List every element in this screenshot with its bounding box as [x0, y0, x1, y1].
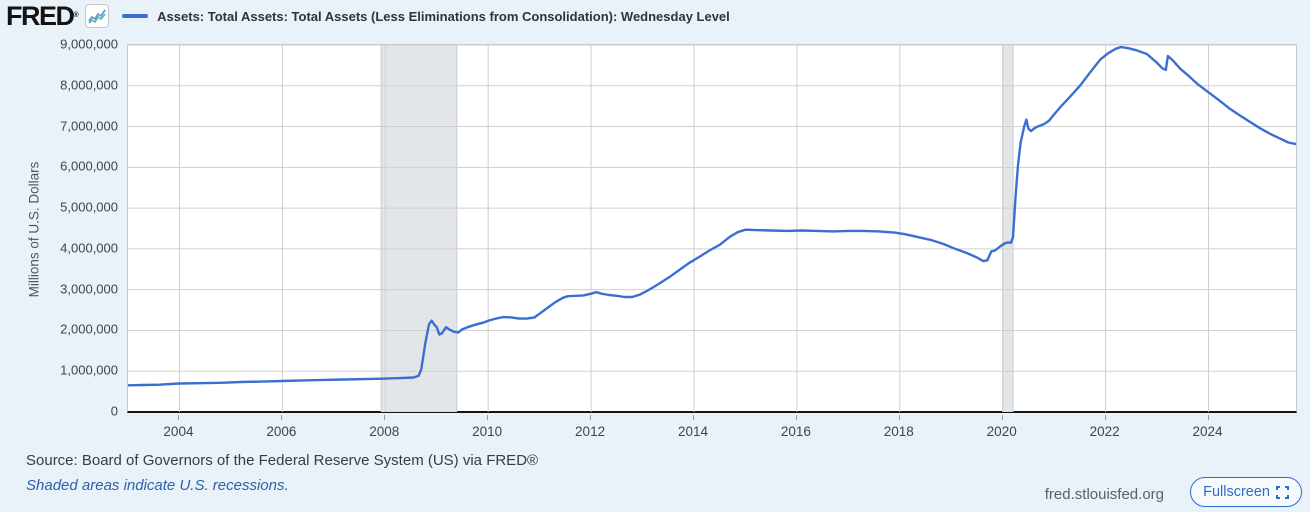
registered-mark: ® — [73, 12, 79, 19]
x-tick-mark — [1207, 415, 1209, 420]
fred-logo[interactable]: FRED® — [6, 1, 79, 31]
y-tick-label: 1,000,000 — [60, 362, 118, 378]
fullscreen-expand-icon — [1276, 485, 1289, 499]
fullscreen-label: Fullscreen — [1203, 484, 1270, 500]
y-tick-label: 9,000,000 — [60, 36, 118, 52]
y-tick-label: 0 — [110, 403, 118, 419]
y-tick-label: 4,000,000 — [60, 240, 118, 256]
legend-line-swatch — [122, 14, 149, 18]
fred-logo-text: FRED — [6, 1, 75, 31]
x-tick-mark — [1001, 415, 1003, 420]
recession-band — [1002, 45, 1014, 412]
x-tick-mark — [898, 415, 900, 420]
y-tick-label: 3,000,000 — [60, 281, 118, 297]
x-tick-mark — [384, 415, 386, 420]
x-tick-label: 2020 — [986, 424, 1017, 439]
chart-plot-area[interactable] — [127, 44, 1297, 413]
source-text: Source: Board of Governors of the Federa… — [26, 452, 539, 469]
chart-header: FRED® Assets: Total Assets: Total Assets… — [6, 2, 730, 30]
y-tick-label: 6,000,000 — [60, 158, 118, 174]
fullscreen-button[interactable]: Fullscreen — [1190, 477, 1302, 507]
recession-note-link[interactable]: Shaded areas indicate U.S. recessions. — [26, 477, 289, 494]
x-tick-mark — [281, 415, 283, 420]
x-tick-label: 2014 — [677, 424, 708, 439]
x-tick-mark — [692, 415, 694, 420]
data-line[interactable] — [128, 45, 1296, 387]
x-tick-mark — [1104, 415, 1106, 420]
x-tick-mark — [487, 415, 489, 420]
x-tick-label: 2018 — [883, 424, 914, 439]
x-tick-label: 2006 — [266, 424, 297, 439]
x-tick-label: 2008 — [369, 424, 400, 439]
y-tick-label: 2,000,000 — [60, 321, 118, 337]
y-tick-label: 7,000,000 — [60, 118, 118, 134]
x-tick-label: 2024 — [1192, 424, 1223, 439]
y-tick-label: 8,000,000 — [60, 77, 118, 93]
x-tick-label: 2004 — [163, 424, 194, 439]
series-title: Assets: Total Assets: Total Assets (Less… — [157, 8, 730, 24]
x-tick-label: 2016 — [780, 424, 811, 439]
x-tick-label: 2022 — [1089, 424, 1120, 439]
x-tick-mark — [178, 415, 180, 420]
x-tick-mark — [590, 415, 592, 420]
fed-assets-line-chart[interactable] — [128, 45, 1296, 412]
fred-sparkline-icon — [85, 4, 110, 28]
y-tick-label: 5,000,000 — [60, 199, 118, 215]
x-tick-mark — [795, 415, 797, 420]
x-tick-label: 2010 — [472, 424, 503, 439]
x-tick-label: 2012 — [575, 424, 606, 439]
recession-band — [380, 45, 458, 412]
fred-site-url[interactable]: fred.stlouisfed.org — [1044, 486, 1164, 503]
